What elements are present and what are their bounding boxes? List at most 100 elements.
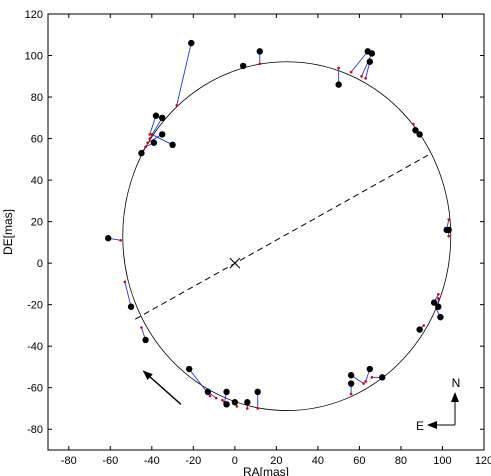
fit-position-point [214,396,218,400]
observation-point [256,48,263,55]
observation-point [204,388,212,396]
observation-point [254,388,261,396]
residual-line [350,51,369,73]
fit-position-point [123,280,127,284]
north-label: N [452,376,461,390]
observation-point [368,50,376,57]
fit-position-point [447,218,451,221]
fit-position-point [362,382,365,385]
observation-point [244,399,251,406]
observation-point [366,365,374,373]
y-tick-label: -20 [27,300,43,312]
fit-position-point [349,70,353,74]
observation-point [127,303,135,310]
fit-position-point [256,407,259,410]
primary-star-marker [229,257,241,269]
observation-point [379,374,386,381]
fit-position-point [360,74,363,78]
fit-position-point [412,122,415,126]
residual-line [176,42,192,106]
y-tick-label: 120 [25,9,43,21]
observation-point [347,372,355,379]
fit-position-point [140,326,143,329]
fit-position-point [150,133,154,136]
fit-position-point [422,324,426,327]
orbit-layer [122,61,452,411]
fit-position-point [337,66,340,70]
fit-position-point [258,62,262,66]
fit-position-point [370,376,374,379]
x-tick-label: -80 [61,455,77,467]
observation-point [430,299,438,306]
residual-line [124,281,132,307]
y-tick-label: 80 [31,92,43,104]
y-tick-label: -60 [27,383,43,395]
y-tick-label: 20 [31,217,43,229]
x-tick-label: -60 [102,455,118,467]
observation-point [138,149,145,157]
observation-point [435,303,442,310]
y-tick-label: -40 [27,341,43,353]
observation-point [150,139,158,146]
fit-position-point [148,133,152,136]
x-tick-label: 120 [475,455,491,467]
y-tick-label: -80 [27,424,43,436]
residual-layer [108,42,451,410]
fit-position-point [119,239,122,242]
observation-point [239,62,247,70]
fit-position-point [437,292,440,296]
observation-point [412,127,419,134]
observation-point [223,401,230,408]
observation-point [347,380,355,387]
observation-point [142,336,149,344]
fit-position-point [144,145,147,149]
fit-position-point [364,77,367,80]
residual-line [149,115,157,135]
y-tick-label: 40 [31,175,43,187]
fit-position-point [208,394,212,398]
x-axis-label: RA[mas] [243,465,289,476]
fit-position-point [221,398,224,402]
observation-point [416,131,423,138]
y-tick-label: 0 [37,258,43,270]
observation-point [169,141,176,148]
observation-point [185,365,193,373]
x-tick-label: -40 [144,455,160,467]
x-tick-label: 100 [433,455,451,467]
observation-point [188,39,195,47]
fit-position-point [146,141,149,145]
x-tick-label: 0 [232,455,238,467]
x-tick-label: 40 [312,455,324,467]
fit-position-point [175,104,179,107]
residual-line [361,53,373,77]
observation-point [416,326,423,333]
fit-position-point [148,137,152,140]
line-of-apsides [134,154,429,320]
annotation-layer [142,370,459,429]
x-tick-label: -20 [185,455,201,467]
fit-position-point [246,407,249,410]
residual-line [151,134,173,146]
east-label: E [416,419,424,433]
observation-point [437,313,444,321]
plot-frame [47,13,485,451]
y-axis-label: DE[mas] [1,209,15,255]
observation-point [231,399,239,406]
y-tick-label: 100 [25,51,43,63]
observation-point [158,114,166,122]
x-tick-label: 20 [270,455,282,467]
axis-ticks: -80 -60 -40 -20 0 20 40 60 80 100 120 -80 -60 -40 -20 0… [25,9,491,467]
fit-position-point [447,234,451,238]
point-layer [105,39,452,408]
fit-position-point [235,405,239,408]
observation-point [105,235,112,242]
observation-point [366,58,374,65]
fitted-orbit-ellipse [122,61,452,411]
observation-point [158,131,166,138]
observation-point [445,226,452,234]
x-tick-label: 60 [353,455,365,467]
observation-point [223,388,230,396]
orbital-motion-arrow [142,370,182,405]
fit-position-point [349,392,353,396]
